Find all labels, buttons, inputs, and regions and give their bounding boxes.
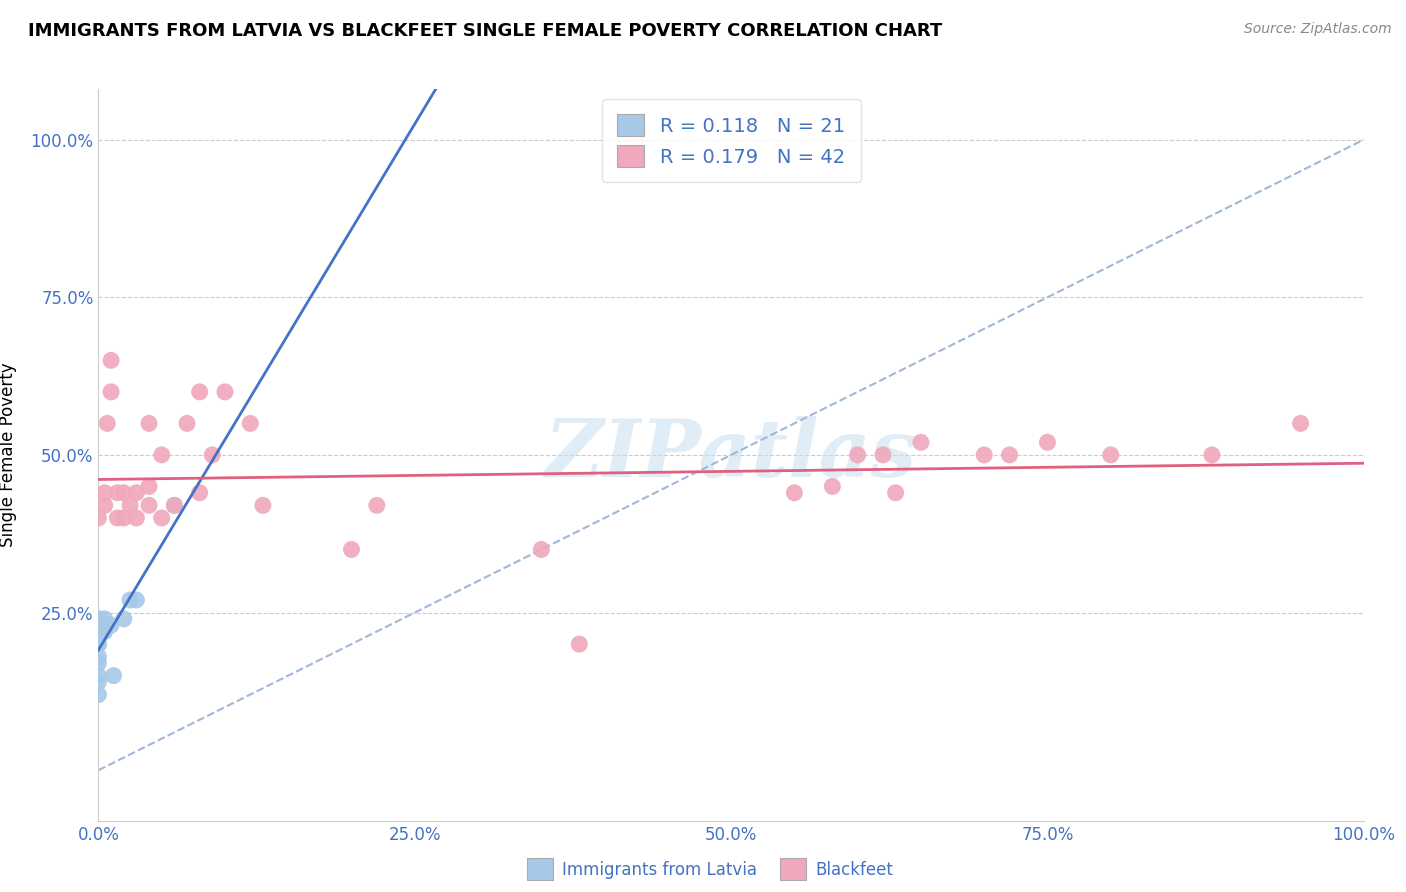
Point bbox=[93, 612, 117, 626]
Text: IMMIGRANTS FROM LATVIA VS BLACKFEET SINGLE FEMALE POVERTY CORRELATION CHART: IMMIGRANTS FROM LATVIA VS BLACKFEET SING… bbox=[28, 22, 942, 40]
Point bbox=[340, 542, 363, 557]
Point bbox=[150, 511, 173, 525]
Point bbox=[93, 499, 117, 513]
Text: Source: ZipAtlas.com: Source: ZipAtlas.com bbox=[1244, 22, 1392, 37]
Point bbox=[821, 479, 844, 493]
Point bbox=[973, 448, 995, 462]
Point bbox=[87, 624, 110, 639]
Point bbox=[910, 435, 932, 450]
Point bbox=[163, 499, 186, 513]
Point bbox=[87, 637, 110, 651]
Point bbox=[87, 649, 110, 664]
Point bbox=[103, 668, 125, 682]
Point bbox=[150, 448, 173, 462]
Point bbox=[1201, 448, 1223, 462]
Point bbox=[87, 624, 110, 639]
Point bbox=[188, 384, 211, 399]
Point bbox=[998, 448, 1021, 462]
Point bbox=[163, 499, 186, 513]
Point bbox=[138, 479, 160, 493]
Point bbox=[188, 485, 211, 500]
Point bbox=[201, 448, 224, 462]
Point bbox=[87, 656, 110, 670]
Point bbox=[93, 485, 117, 500]
Point bbox=[1099, 448, 1122, 462]
Point bbox=[530, 542, 553, 557]
Point bbox=[87, 618, 110, 632]
Point bbox=[568, 637, 591, 651]
Point bbox=[87, 668, 110, 682]
Point bbox=[107, 511, 129, 525]
Point bbox=[100, 353, 122, 368]
Point bbox=[138, 499, 160, 513]
Point bbox=[176, 417, 198, 431]
Y-axis label: Single Female Poverty: Single Female Poverty bbox=[0, 363, 17, 547]
Point bbox=[112, 485, 135, 500]
Point bbox=[783, 485, 806, 500]
Point bbox=[100, 618, 122, 632]
Point bbox=[96, 417, 118, 431]
Point bbox=[366, 499, 388, 513]
Point bbox=[87, 674, 110, 689]
Point bbox=[87, 631, 110, 645]
Point bbox=[252, 499, 274, 513]
Point bbox=[125, 593, 148, 607]
Point bbox=[100, 384, 122, 399]
Point bbox=[125, 511, 148, 525]
Point bbox=[1036, 435, 1059, 450]
Point bbox=[87, 612, 110, 626]
Point bbox=[120, 593, 141, 607]
Point bbox=[138, 417, 160, 431]
Point bbox=[846, 448, 869, 462]
Point bbox=[87, 612, 110, 626]
Bar bbox=[527, 858, 553, 880]
Point bbox=[107, 485, 129, 500]
Point bbox=[87, 511, 110, 525]
Point bbox=[125, 485, 148, 500]
Point bbox=[1289, 417, 1312, 431]
Point bbox=[872, 448, 894, 462]
Point bbox=[87, 688, 110, 702]
Text: Blackfeet: Blackfeet bbox=[815, 861, 893, 879]
Point bbox=[884, 485, 907, 500]
Point bbox=[93, 624, 117, 639]
Point bbox=[87, 637, 110, 651]
Text: Immigrants from Latvia: Immigrants from Latvia bbox=[562, 861, 758, 879]
Point bbox=[112, 511, 135, 525]
Text: ZIPatlas: ZIPatlas bbox=[546, 417, 917, 493]
Point bbox=[112, 612, 135, 626]
Legend: R = 0.118   N = 21, R = 0.179   N = 42: R = 0.118 N = 21, R = 0.179 N = 42 bbox=[602, 99, 860, 182]
Point bbox=[239, 417, 262, 431]
Point bbox=[214, 384, 236, 399]
Point bbox=[120, 499, 141, 513]
Bar bbox=[780, 858, 806, 880]
